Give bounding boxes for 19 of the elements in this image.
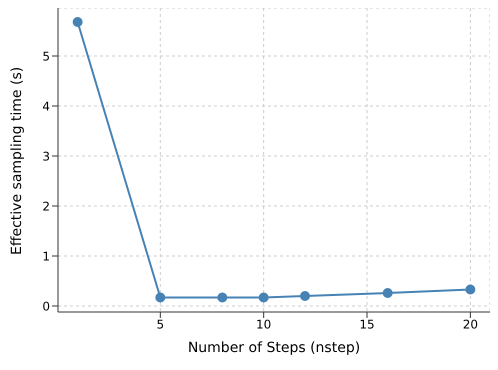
y-tick-label: 0 xyxy=(42,299,50,314)
y-axis-title: Effective sampling time (s) xyxy=(8,66,25,255)
y-tick-label: 2 xyxy=(42,199,50,214)
y-tick-label: 4 xyxy=(42,99,50,114)
y-tick-label: 5 xyxy=(42,49,50,64)
y-tick-label: 3 xyxy=(42,149,50,164)
x-tick-label: 5 xyxy=(156,318,164,332)
x-tick-label: 10 xyxy=(256,318,272,332)
y-tick-label: 1 xyxy=(42,249,50,264)
point xyxy=(72,17,83,27)
point xyxy=(382,288,393,298)
point xyxy=(155,292,166,302)
x-tick-label: 20 xyxy=(462,318,478,332)
x-tick-label: 15 xyxy=(359,318,375,332)
point xyxy=(258,292,269,302)
point xyxy=(217,292,228,302)
point xyxy=(300,291,310,301)
point xyxy=(465,284,476,294)
x-axis-title: Number of Steps (nstep) xyxy=(188,340,360,356)
